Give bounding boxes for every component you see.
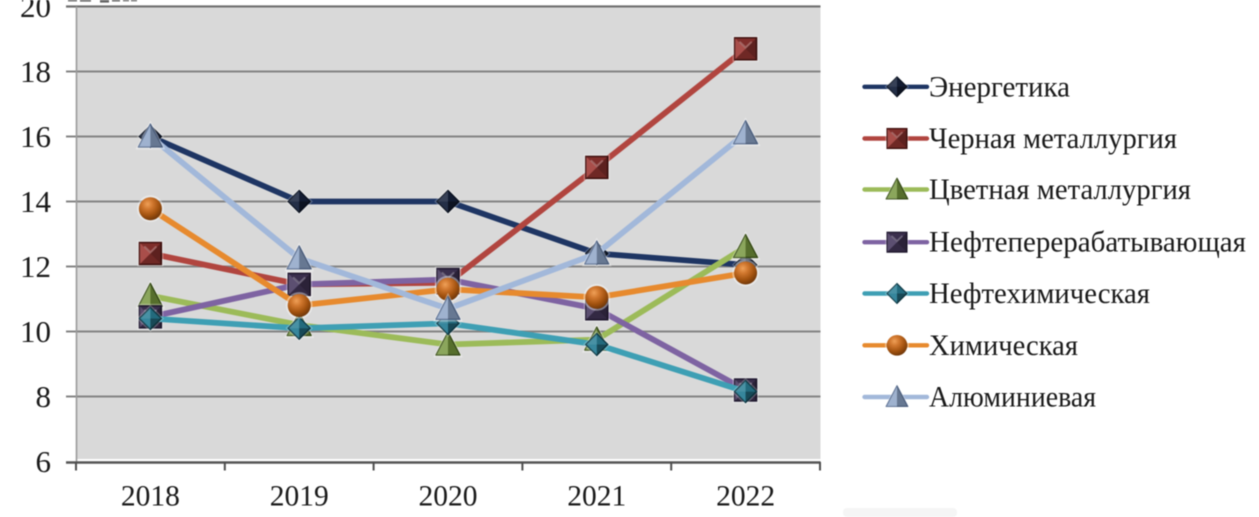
svg-text:Химическая: Химическая [929, 329, 1078, 362]
svg-text:2021: 2021 [567, 481, 626, 513]
svg-text:20: 20 [20, 0, 51, 24]
svg-text:2022: 2022 [716, 481, 775, 513]
svg-text:Нефтеперерабатывающая: Нефтеперерабатывающая [929, 226, 1246, 259]
svg-text:Черная металлургия: Черная металлургия [929, 122, 1177, 155]
svg-text:14: 14 [20, 184, 52, 219]
svg-text:10: 10 [20, 314, 51, 349]
svg-text:Нефтехимическая: Нефтехимическая [929, 277, 1150, 310]
svg-text:6: 6 [36, 444, 52, 479]
svg-text:2020: 2020 [419, 481, 478, 513]
svg-text:Алюминиевая: Алюминиевая [929, 381, 1096, 414]
svg-text:16: 16 [20, 119, 51, 154]
svg-text:2018: 2018 [121, 481, 180, 513]
svg-text:8: 8 [36, 379, 52, 414]
svg-text:12: 12 [20, 249, 51, 284]
svg-text:18: 18 [20, 54, 51, 89]
svg-text:Энергетика: Энергетика [929, 70, 1070, 103]
svg-text:2019: 2019 [270, 481, 329, 513]
svg-text:Цветная металлургия: Цветная металлургия [929, 173, 1191, 206]
